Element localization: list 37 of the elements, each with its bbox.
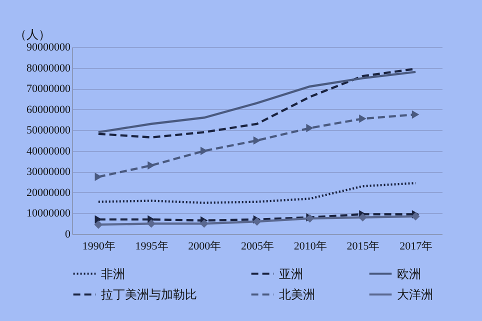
y-tick-label: 80000000 — [26, 62, 71, 74]
y-tick-label: 10000000 — [26, 208, 71, 220]
y-tick-label: 0 — [65, 228, 71, 240]
y-tick-label: 50000000 — [26, 124, 71, 137]
point — [94, 172, 102, 182]
legend-label: 大洋洲 — [397, 288, 433, 302]
point — [148, 161, 155, 170]
x-tick-label: 2015年 — [346, 240, 380, 252]
legend-label: 非洲 — [101, 266, 125, 281]
legend-label: 拉丁美洲与加勒比 — [101, 288, 197, 302]
point — [412, 110, 420, 119]
x-tick-label: 2005年 — [241, 240, 274, 252]
legend-label: 北美洲 — [279, 288, 315, 302]
point — [94, 220, 103, 229]
point — [253, 136, 261, 145]
x-tick-label: 1990年 — [82, 240, 116, 252]
x-tick-label: 2000年 — [188, 240, 222, 252]
y-tick-label: 60000000 — [26, 104, 71, 116]
y-axis-title: （人） — [14, 28, 50, 42]
line-series — [97, 182, 417, 204]
point — [200, 219, 208, 228]
x-tick-label: 1995年 — [135, 240, 168, 252]
point — [306, 124, 314, 132]
point — [358, 213, 367, 222]
y-tick-label: 90000000 — [26, 42, 71, 54]
legend-label: 欧洲 — [397, 266, 421, 281]
y-tick-label: 70000000 — [26, 83, 71, 96]
point — [411, 212, 420, 221]
x-tick-label: 2017年 — [400, 240, 433, 252]
y-tick-label: 30000000 — [26, 166, 71, 178]
legend-label: 亚洲 — [279, 266, 303, 281]
point — [147, 219, 156, 228]
y-tick-label: 40000000 — [26, 145, 71, 158]
y-tick-label: 20000000 — [26, 186, 71, 199]
x-tick-label: 2010年 — [294, 240, 327, 252]
point — [359, 114, 366, 123]
point — [200, 146, 208, 156]
